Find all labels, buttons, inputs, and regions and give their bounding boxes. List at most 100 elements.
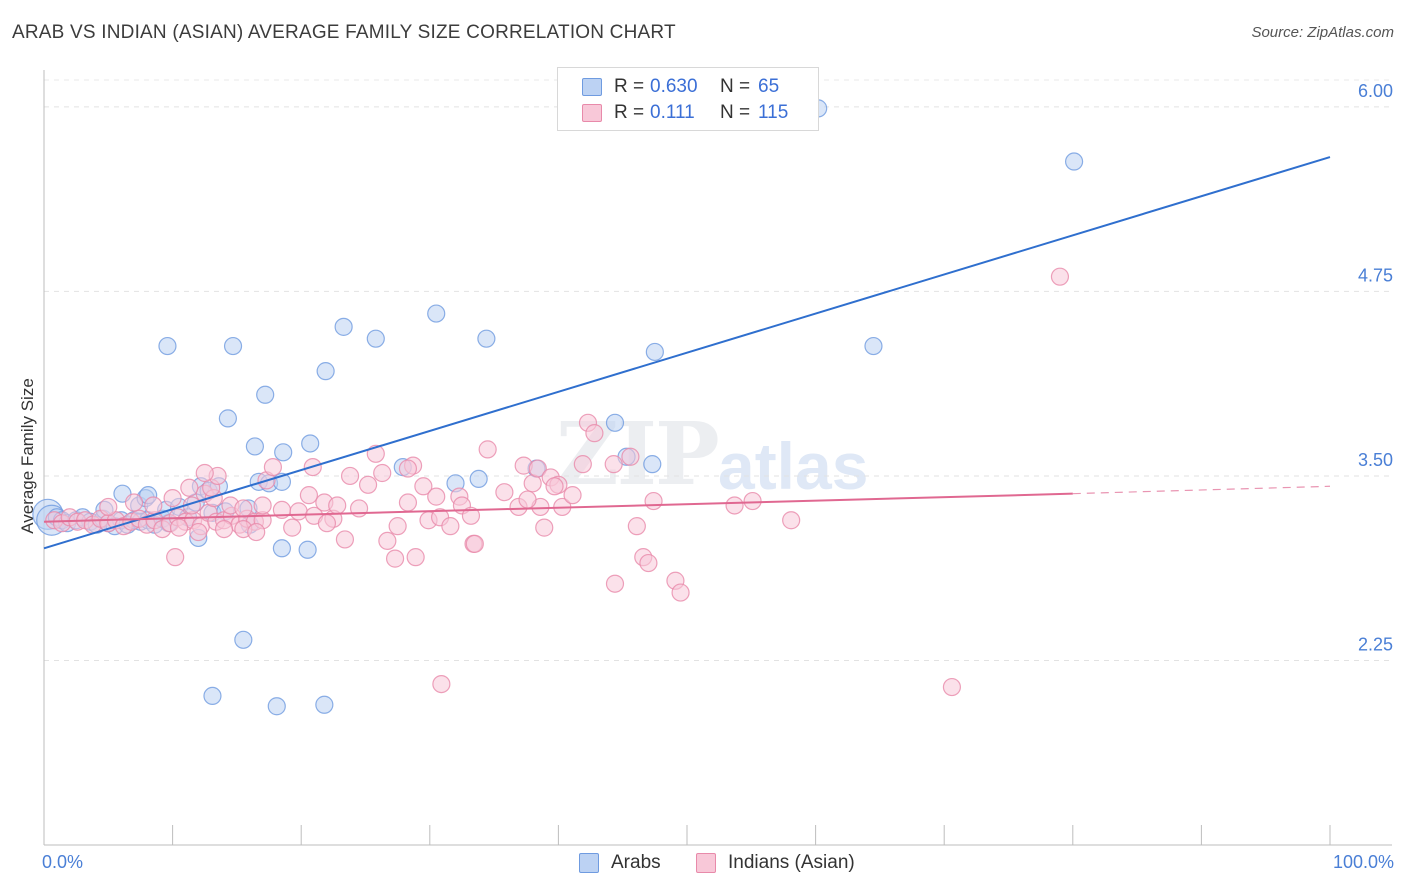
indians-legend-swatch xyxy=(696,853,716,873)
indian-point xyxy=(441,517,460,536)
indian-point xyxy=(563,486,582,505)
arab-point xyxy=(334,317,353,336)
indian-point xyxy=(495,483,514,502)
indian-point xyxy=(335,530,355,549)
grid-lines xyxy=(44,79,1392,661)
indian-point xyxy=(358,475,378,494)
indian-point xyxy=(144,496,163,515)
arab-point xyxy=(645,342,664,362)
indian-point xyxy=(671,583,690,602)
source-label: Source: ZipAtlas.com xyxy=(1251,24,1394,41)
n-value: 65 xyxy=(758,76,780,97)
indian-point xyxy=(585,424,604,443)
legend-item-indians[interactable]: Indians (Asian) xyxy=(696,852,855,874)
chart-title: ARAB VS INDIAN (ASIAN) AVERAGE FAMILY SI… xyxy=(12,22,676,43)
correlation-legend: R = 0.630 N = 65 R = 0.111 N = 115 xyxy=(557,67,819,131)
r-label: R = xyxy=(614,76,645,97)
n-value: 115 xyxy=(758,102,789,123)
indian-point xyxy=(782,511,801,530)
indian-point xyxy=(263,457,283,477)
indian-point xyxy=(398,493,418,512)
indian-point xyxy=(644,491,663,511)
y-tick-label: 6.00 xyxy=(1358,81,1393,101)
arab-point xyxy=(427,304,446,323)
indian-point xyxy=(163,488,182,508)
arab-point xyxy=(1064,152,1084,171)
indian-point xyxy=(373,463,392,483)
indian-point xyxy=(518,490,537,509)
arab-point xyxy=(298,540,317,559)
indian-point xyxy=(99,497,118,517)
x-tick-min: 0.0% xyxy=(42,852,84,872)
indian-point xyxy=(124,493,144,512)
data-points xyxy=(32,99,1084,716)
legend-row-arabs: R = 0.630 N = 65 xyxy=(582,74,779,100)
indian-point xyxy=(349,499,369,518)
indian-point xyxy=(195,463,214,483)
indian-point xyxy=(388,517,407,536)
indian-point xyxy=(299,486,319,505)
r-label: R = xyxy=(614,102,645,123)
indian-point xyxy=(169,518,189,537)
indian-point xyxy=(627,517,646,536)
arab-point xyxy=(469,469,488,489)
y-tick-label: 3.50 xyxy=(1358,450,1393,470)
indian-point xyxy=(253,496,272,515)
indian-point xyxy=(621,447,640,466)
indian-point xyxy=(317,514,337,533)
arab-point xyxy=(272,539,292,558)
indian-point xyxy=(478,440,497,459)
r-value: 0.630 xyxy=(650,76,698,97)
indian-point xyxy=(406,548,425,567)
arab-point xyxy=(274,443,293,462)
legend-label: Indians (Asian) xyxy=(728,852,855,873)
trend-lines xyxy=(43,156,1331,550)
indian-point xyxy=(340,466,360,486)
indians-swatch xyxy=(582,104,602,122)
arabs-legend-swatch xyxy=(579,853,599,873)
arab-point xyxy=(864,336,883,356)
arab-point xyxy=(605,413,625,432)
indian-point xyxy=(289,502,308,521)
arab-point xyxy=(158,336,177,356)
indian-point xyxy=(535,518,554,537)
indian-point xyxy=(545,477,564,496)
indian-point xyxy=(461,506,481,525)
indian-point xyxy=(639,553,658,573)
y-tick-label: 4.75 xyxy=(1358,265,1393,285)
indian-point xyxy=(573,455,592,474)
arab-point xyxy=(316,362,335,381)
x-tick-max: 100.0% xyxy=(1332,852,1394,872)
indian-point xyxy=(432,674,451,694)
watermark-atlas: atlas xyxy=(718,429,869,503)
arabs-swatch xyxy=(582,78,602,96)
arab-point xyxy=(643,455,662,474)
indian-point xyxy=(385,549,405,568)
indian-trend-extension xyxy=(1072,485,1331,495)
series-legend: Arabs Indians (Asian) xyxy=(0,852,1406,878)
indian-point xyxy=(166,548,185,567)
arab-point xyxy=(256,385,275,404)
legend-row-indians: R = 0.111 N = 115 xyxy=(582,100,788,126)
indian-point xyxy=(414,477,433,496)
y-tick-label: 2.25 xyxy=(1358,634,1393,654)
indian-point xyxy=(180,478,199,497)
arab-point xyxy=(223,336,243,356)
indian-point xyxy=(465,534,484,553)
indian-point xyxy=(725,496,744,515)
arab-point xyxy=(267,697,286,716)
arab-trend-line xyxy=(43,156,1331,550)
indian-point xyxy=(247,522,266,542)
indian-point xyxy=(1050,267,1070,286)
axes xyxy=(43,70,1392,846)
arab-point xyxy=(366,329,385,348)
arab-point xyxy=(477,329,496,348)
arab-point xyxy=(245,437,265,456)
n-label: N = xyxy=(720,76,751,97)
indian-point xyxy=(942,677,962,697)
legend-label: Arabs xyxy=(611,852,661,873)
legend-item-arabs[interactable]: Arabs xyxy=(579,852,661,874)
r-value: 0.111 xyxy=(650,102,695,123)
indian-point xyxy=(234,499,253,518)
